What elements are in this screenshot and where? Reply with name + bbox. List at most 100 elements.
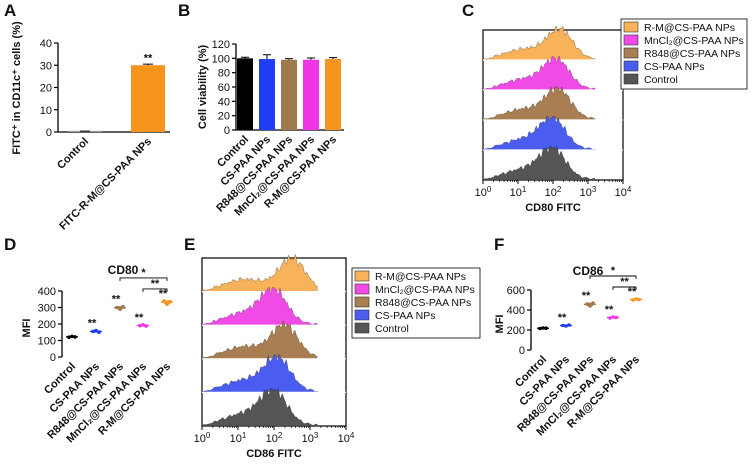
chart-f-data-point <box>634 297 638 301</box>
chart-c-legend-label: MnCl₂@CS-PAA NPs <box>644 35 744 47</box>
chart-c-x-tick-label-exp: 3 <box>592 185 597 194</box>
chart-c-legend-swatch <box>623 60 639 72</box>
chart-b-bar <box>259 59 275 130</box>
chart-b-y-tick-label: 60 <box>218 82 230 94</box>
chart-f-data-point <box>541 326 545 330</box>
chart-c-histogram-area <box>482 26 596 61</box>
chart-a-y-tick-label: 30 <box>40 60 52 72</box>
chart-b-bar <box>325 59 341 130</box>
chart-f-data-point <box>631 298 635 302</box>
chart-e-legend-swatch <box>354 283 370 295</box>
chart-d-significance: ** <box>88 318 97 330</box>
chart-f-data-point <box>564 324 568 328</box>
chart-b-y-tick-label: 80 <box>218 68 230 80</box>
chart-c-x-label: CD80 FITC <box>525 202 581 214</box>
chart-d-data-point <box>144 324 148 328</box>
chart-a-y-tick-label: 40 <box>40 38 52 50</box>
chart-f-data-point <box>567 323 571 327</box>
chart-e-x-tick-label-exp: 2 <box>278 431 283 440</box>
chart-c-x-tick-label-exp: 2 <box>557 185 562 194</box>
chart-d-y-tick-label: 300 <box>38 303 56 315</box>
chart-c-legend-label: CS-PAA NPs <box>644 61 705 73</box>
chart-e-x-tick-label: 102 <box>266 431 283 445</box>
chart-e-x-tick-label: 103 <box>302 431 319 445</box>
chart-d-bracket <box>142 288 168 292</box>
chart-d-y-tick-label: 0 <box>50 352 56 364</box>
chart-d-bracket-label: * <box>141 267 146 279</box>
chart-d-data-point <box>165 302 169 307</box>
chart-d-y-tick-label: 100 <box>38 336 56 348</box>
chart-b-y-tick-label: 0 <box>224 125 230 137</box>
chart-d-y-tick-label: 400 <box>38 286 56 298</box>
chart-c-x-tick-label-base: 10 <box>615 187 627 199</box>
chart-f-data-point <box>561 323 565 328</box>
chart-c-histogram-area <box>482 145 596 181</box>
chart-d-data-point <box>91 329 95 334</box>
chart-a-y-tick-label: 10 <box>40 105 52 117</box>
chart-f-y-tick-label: 200 <box>507 325 525 337</box>
chart-c-legend-swatch <box>623 34 639 46</box>
chart-c-x-tick-label-exp: 1 <box>522 185 527 194</box>
chart-d-data-point <box>141 323 145 327</box>
chart-f-y-label: MFI <box>494 315 506 334</box>
chart-d-data-point <box>168 299 172 304</box>
chart-e-x-tick-label-exp: 1 <box>242 431 247 440</box>
chart-b-y-label: Cell viability (%) <box>197 44 209 129</box>
chart-d-data-point <box>138 323 142 328</box>
chart-c-x-tick-label: 103 <box>580 185 597 199</box>
chart-f-bracket <box>589 275 637 279</box>
chart-c-histogram-area <box>482 86 596 121</box>
panel-label-c: C <box>462 1 474 20</box>
chart-d-data-point <box>94 328 98 333</box>
chart-e-legend-box <box>351 267 481 339</box>
chart-e-x-tick-label-base: 10 <box>338 433 350 445</box>
chart-e-legend-swatch <box>354 296 370 308</box>
panel-label-d: D <box>4 235 16 254</box>
chart-f-y-tick-label: 400 <box>507 305 525 317</box>
chart-a-fitc-uptake: FITC⁺ in CD11c⁺ cells (%) 0 10 20 30 40 ** Cont… <box>11 21 170 233</box>
chart-d-data-point <box>121 304 125 309</box>
chart-c-x-tick-label-base: 10 <box>545 187 557 199</box>
chart-c-x-tick-label-exp: 0 <box>487 185 492 194</box>
chart-c-histogram-area <box>482 56 596 91</box>
chart-f-data-point <box>538 326 542 331</box>
chart-e-histogram-area <box>201 253 318 292</box>
chart-a-bar <box>131 65 165 132</box>
chart-c-x-tick-label: 100 <box>475 185 492 199</box>
chart-e-legend-label: R-M@CS-PAA NPs <box>375 271 466 283</box>
chart-e-x-tick-label-base: 10 <box>302 433 314 445</box>
chart-f-data-point <box>611 315 615 319</box>
chart-f-bracket-label: ** <box>620 276 629 288</box>
chart-e-x-tick-label-exp: 3 <box>314 431 319 440</box>
chart-c-legend-label: R-M@CS-PAA NPs <box>644 22 735 34</box>
chart-e-legend-label: Control <box>375 323 409 335</box>
chart-b-bar <box>281 59 297 131</box>
chart-c-x-tick-label: 104 <box>615 185 632 199</box>
chart-f-y-tick-label: 600 <box>507 285 525 297</box>
chart-f-y-tick-label: 0 <box>519 345 525 357</box>
chart-d-data-point <box>118 307 122 311</box>
chart-d-data-point <box>162 299 166 303</box>
chart-d-y-tick-label: 200 <box>38 319 56 331</box>
chart-e-histogram-area <box>201 287 318 326</box>
chart-e-x-tick-label: 101 <box>230 431 247 445</box>
chart-f-bracket <box>612 286 637 290</box>
chart-b-bar <box>237 58 253 131</box>
chart-f-data-point <box>608 316 612 320</box>
chart-e-x-tick-label: 104 <box>338 431 355 445</box>
chart-f-data-point <box>591 301 595 305</box>
chart-d-significance: ** <box>135 312 144 324</box>
chart-e-histogram-area <box>201 320 318 360</box>
chart-e-legend-label: R848@CS-PAA NPs <box>375 297 471 309</box>
chart-f-significance: ** <box>582 290 591 302</box>
chart-e-legend-label: CS-PAA NPs <box>375 310 436 322</box>
chart-f-data-point <box>544 326 548 331</box>
panel-label-f: F <box>494 235 504 254</box>
chart-e-x-tick-label: 100 <box>194 431 211 445</box>
chart-d-data-point <box>67 335 71 340</box>
chart-d-cd80-mfi: CD80MFI0100200300400***********ControlCS… <box>21 263 173 445</box>
chart-e-x-tick-label-base: 10 <box>194 433 206 445</box>
